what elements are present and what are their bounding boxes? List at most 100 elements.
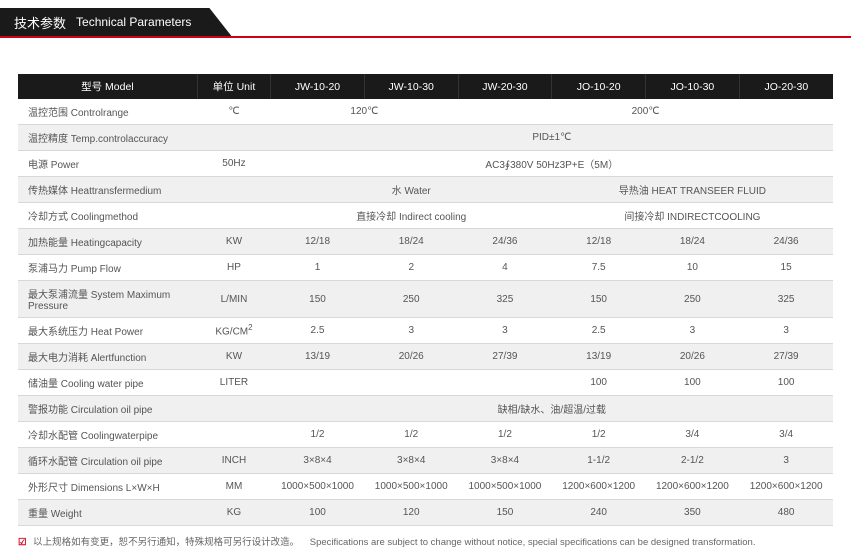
cell: AC3∮380V 50Hz3P+E（5M） — [271, 151, 833, 177]
cell: 1-1/2 — [552, 448, 646, 474]
row-label: 加热能量 Heatingcapacity — [18, 229, 197, 255]
table-body: 温控范围 Controlrange℃120℃200℃ 温控精度 Temp.cont… — [18, 99, 833, 526]
header-tab: 技术参数 Technical Parameters — [0, 8, 231, 36]
cell: 3×8×4 — [458, 448, 552, 474]
col-header: JW-10-20 — [271, 74, 365, 99]
cell: 27/39 — [739, 344, 833, 370]
row-label: 冷却方式 Coolingmethod — [18, 203, 197, 229]
row-unit: L/MIN — [197, 281, 270, 318]
cell: 12/18 — [271, 229, 365, 255]
cell: 12/18 — [552, 229, 646, 255]
col-header: 型号 Model — [18, 74, 197, 99]
row-label: 传热媒体 Heattransfermedium — [18, 177, 197, 203]
table-row: 循环水配管 Circulation oil pipeINCH3×8×43×8×4… — [18, 448, 833, 474]
cell: 100 — [646, 370, 740, 396]
cell: 250 — [646, 281, 740, 318]
cell: 24/36 — [739, 229, 833, 255]
cell: 480 — [739, 500, 833, 526]
cell: 27/39 — [458, 344, 552, 370]
row-unit: LITER — [197, 370, 270, 396]
cell: PID±1℃ — [271, 125, 833, 151]
col-header: JO-10-30 — [646, 74, 740, 99]
cell: 20/26 — [364, 344, 458, 370]
table-row: 最大泵浦流量 System Maximum PressureL/MIN15025… — [18, 281, 833, 318]
cell: 3/4 — [646, 422, 740, 448]
row-label: 电源 Power — [18, 151, 197, 177]
footnote-cn: 以上规格如有变更，恕不另行通知，特殊规格可另行设计改造。 — [33, 537, 299, 548]
row-label: 最大系统压力 Heat Power — [18, 318, 197, 344]
row-unit: KG — [197, 500, 270, 526]
cell: 10 — [646, 255, 740, 281]
cell: 1/2 — [271, 422, 365, 448]
cell: 1000×500×1000 — [364, 474, 458, 500]
cell: 间接冷却 INDIRECTCOOLING — [552, 203, 833, 229]
col-header: 单位 Unit — [197, 74, 270, 99]
cell: 7.5 — [552, 255, 646, 281]
cell: 100 — [552, 370, 646, 396]
cell — [364, 370, 458, 396]
cell: 3/4 — [739, 422, 833, 448]
cell: 缺相/缺水、油/超温/过载 — [271, 396, 833, 422]
header-title-cn: 技术参数 — [14, 13, 66, 32]
row-unit: MM — [197, 474, 270, 500]
row-unit: ℃ — [197, 99, 270, 125]
cell: 1 — [271, 255, 365, 281]
parameters-table: 型号 Model单位 UnitJW-10-20JW-10-30JW-20-30J… — [18, 74, 833, 526]
row-label: 泵浦马力 Pump Flow — [18, 255, 197, 281]
cell: 200℃ — [458, 99, 833, 125]
footnote: ☑ 以上规格如有变更，恕不另行通知，特殊规格可另行设计改造。 Specifica… — [0, 526, 851, 548]
cell: 3 — [739, 448, 833, 474]
cell: 水 Water — [271, 177, 552, 203]
cell: 325 — [458, 281, 552, 318]
cell: 13/19 — [271, 344, 365, 370]
cell: 100 — [739, 370, 833, 396]
row-label: 警报功能 Circulation oil pipe — [18, 396, 197, 422]
cell: 2.5 — [552, 318, 646, 344]
cell: 3×8×4 — [271, 448, 365, 474]
cell: 100 — [271, 500, 365, 526]
row-unit — [197, 422, 270, 448]
row-label: 冷却水配管 Coolingwaterpipe — [18, 422, 197, 448]
cell: 150 — [552, 281, 646, 318]
row-label: 温控精度 Temp.controlaccuracy — [18, 125, 197, 151]
row-label: 最大泵浦流量 System Maximum Pressure — [18, 281, 197, 318]
cell: 3 — [646, 318, 740, 344]
table-head: 型号 Model单位 UnitJW-10-20JW-10-30JW-20-30J… — [18, 74, 833, 99]
cell: 1/2 — [458, 422, 552, 448]
row-label: 循环水配管 Circulation oil pipe — [18, 448, 197, 474]
col-header: JW-20-30 — [458, 74, 552, 99]
row-label: 重量 Weight — [18, 500, 197, 526]
cell: 240 — [552, 500, 646, 526]
col-header: JO-10-20 — [552, 74, 646, 99]
table-row: 传热媒体 Heattransfermedium水 Water导热油 HEAT T… — [18, 177, 833, 203]
row-label: 最大电力消耗 Alertfunction — [18, 344, 197, 370]
cell: 1200×600×1200 — [552, 474, 646, 500]
table-row: 储油量 Cooling water pipeLITER100100100 — [18, 370, 833, 396]
table-row: 警报功能 Circulation oil pipe 缺相/缺水、油/超温/过载 — [18, 396, 833, 422]
row-unit — [197, 125, 270, 151]
table-row: 最大电力消耗 AlertfunctionKW13/1920/2627/3913/… — [18, 344, 833, 370]
cell: 1000×500×1000 — [458, 474, 552, 500]
cell: 2 — [364, 255, 458, 281]
cell: 120℃ — [271, 99, 458, 125]
cell: 4 — [458, 255, 552, 281]
cell: 3 — [364, 318, 458, 344]
cell: 150 — [271, 281, 365, 318]
cell: 20/26 — [646, 344, 740, 370]
row-label: 储油量 Cooling water pipe — [18, 370, 197, 396]
row-unit: KG/CM2 — [197, 318, 270, 344]
row-unit — [197, 203, 270, 229]
cell: 13/19 — [552, 344, 646, 370]
cell: 120 — [364, 500, 458, 526]
table-row: 冷却方式 Coolingmethod 直接冷却 Indirect cooling间… — [18, 203, 833, 229]
row-unit: KW — [197, 344, 270, 370]
cell: 18/24 — [646, 229, 740, 255]
cell: 250 — [364, 281, 458, 318]
cell: 直接冷却 Indirect cooling — [271, 203, 552, 229]
table-row: 外形尺寸 Dimensions L×W×HMM1000×500×10001000… — [18, 474, 833, 500]
check-icon: ☑ — [18, 537, 27, 548]
cell — [271, 370, 365, 396]
cell: 325 — [739, 281, 833, 318]
row-label: 温控范围 Controlrange — [18, 99, 197, 125]
cell: 2.5 — [271, 318, 365, 344]
